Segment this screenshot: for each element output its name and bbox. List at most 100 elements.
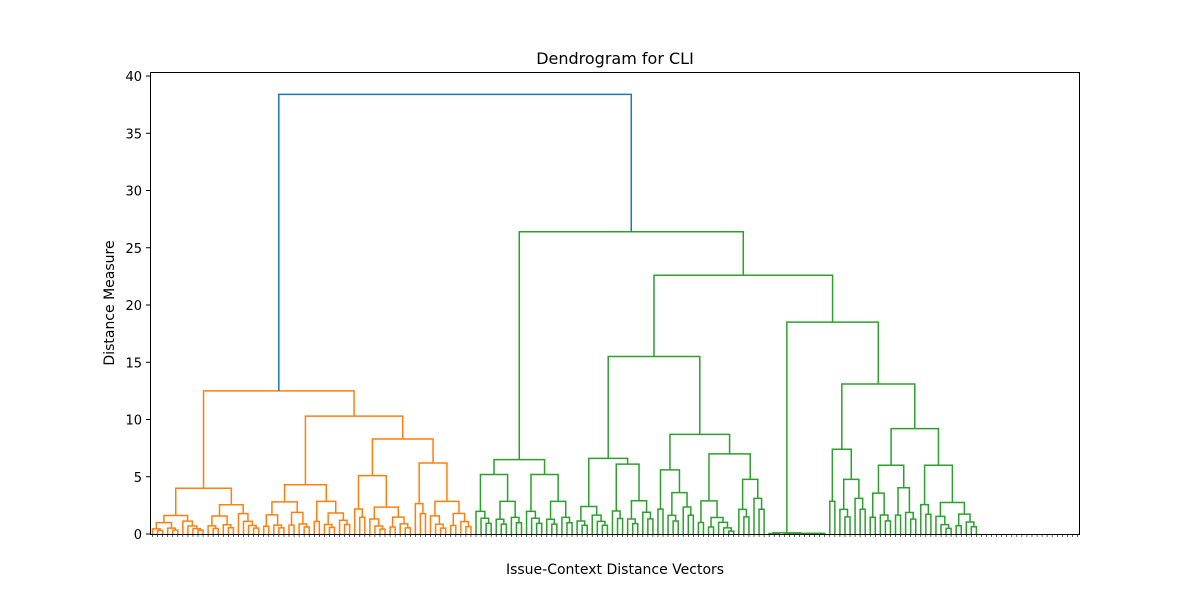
dendrogram-link (389, 526, 396, 534)
dendrogram-link (925, 513, 932, 534)
dendrogram-link (303, 526, 310, 534)
dendrogram-link (708, 453, 751, 501)
dendrogram-link (353, 508, 364, 534)
dendrogram-link (700, 500, 718, 523)
dendrogram-link (877, 464, 905, 494)
dendrogram-link (687, 514, 695, 534)
dendrogram-link (434, 523, 444, 534)
dendrogram-link (414, 502, 424, 534)
dendrogram-link (304, 415, 404, 485)
dendrogram-link (518, 230, 745, 460)
dendrogram-link (374, 525, 384, 534)
dendrogram-link (890, 427, 940, 466)
dendrogram-link (222, 524, 232, 534)
dendrogram-link (391, 516, 405, 527)
dendrogram-link (601, 524, 609, 534)
dendrogram-link (371, 438, 434, 476)
dendrogram-link (460, 520, 470, 534)
dendrogram-link (187, 525, 198, 534)
dendrogram-link (758, 508, 765, 534)
dendrogram-link (419, 512, 427, 534)
dendrogram-link (920, 503, 930, 534)
dendrogram-link (854, 497, 864, 534)
dendrogram-link (495, 518, 505, 534)
dendrogram-link (151, 528, 161, 534)
dendrogram-link (588, 457, 629, 507)
plot-frame (150, 72, 1080, 535)
dendrogram-link (829, 500, 836, 534)
dendrogram-link (316, 500, 337, 522)
dendrogram-link (530, 517, 540, 534)
dendrogram-link (357, 474, 388, 510)
dendrogram-link (379, 528, 386, 534)
dendrogram-link (500, 523, 508, 534)
dendrogram-link (515, 522, 523, 534)
dendrogram-link (278, 527, 285, 534)
dendrogram-link (611, 510, 621, 534)
x-axis-label: Issue-Context Distance Vectors (506, 562, 724, 578)
dendrogram-link (475, 510, 486, 534)
dendrogram-link (429, 515, 441, 534)
dendrogram-link (707, 526, 715, 534)
dendrogram-link (499, 500, 516, 520)
dendrogram-link (163, 514, 189, 523)
dendrogram-link (743, 516, 750, 534)
dendrogram-link (493, 458, 546, 475)
y-axis: 0 5 10 15 20 25 30 35 40 (125, 70, 150, 543)
dendrogram-link (738, 508, 748, 534)
dendrogram-link (841, 383, 916, 450)
dendrogram-link (884, 520, 892, 534)
y-tick-label: 5 (134, 471, 142, 486)
dendrogram-link (859, 508, 866, 534)
dendrogram-link (741, 478, 759, 510)
dendrogram-link (549, 500, 567, 520)
dendrogram-link (278, 93, 633, 391)
dendrogram-link (894, 514, 902, 534)
dendrogram-link (359, 516, 366, 534)
dendrogram-link (576, 520, 586, 534)
dendrogram-link (485, 522, 492, 534)
dendrogram-link (327, 512, 345, 525)
y-tick-label: 40 (125, 70, 142, 85)
dendrogram-link (909, 518, 917, 534)
y-tick-label: 15 (125, 356, 142, 371)
dendrogram-link (298, 523, 308, 534)
y-tick-label: 30 (125, 185, 142, 200)
dendrogram-link (659, 469, 681, 510)
dendrogram-link (970, 526, 978, 534)
dendrogram-link (338, 519, 348, 534)
dendrogram-link (212, 527, 219, 534)
dendrogram-link (211, 515, 228, 526)
dendrogram-link (945, 527, 952, 534)
dendrogram-link (283, 484, 328, 502)
dendrogram-link (262, 525, 270, 534)
dendrogram-link (965, 521, 975, 534)
dendrogram-link (722, 527, 732, 534)
dendrogram-link (939, 501, 966, 517)
dendrogram-link (667, 514, 677, 534)
dendrogram-link (940, 523, 950, 534)
dendrogram-link (561, 516, 571, 534)
dendrogram-link (418, 462, 448, 504)
dendrogram-link (872, 492, 885, 518)
dendrogram-link (710, 516, 724, 528)
dendrogram-link (171, 529, 179, 534)
dendrogram-link (647, 518, 654, 534)
dendrogram-link (580, 505, 598, 521)
dendrogram-link (626, 518, 636, 534)
dendrogram-link (615, 463, 640, 511)
dendrogram-link (839, 508, 849, 534)
dendrogram-link (242, 520, 254, 534)
dendrogram-link (174, 487, 233, 516)
y-axis-label: Distance Measure (102, 240, 118, 365)
dendrogram-link (399, 523, 409, 534)
dendrogram-link (439, 527, 447, 534)
dendrogram-link (923, 464, 954, 505)
dendrogram-link (551, 523, 558, 534)
dendrogram-link (237, 512, 249, 534)
dendrogram-link (955, 524, 962, 534)
y-tick-label: 35 (125, 127, 142, 142)
dendrogram-link (530, 473, 559, 512)
dendrogram-link (653, 274, 834, 357)
